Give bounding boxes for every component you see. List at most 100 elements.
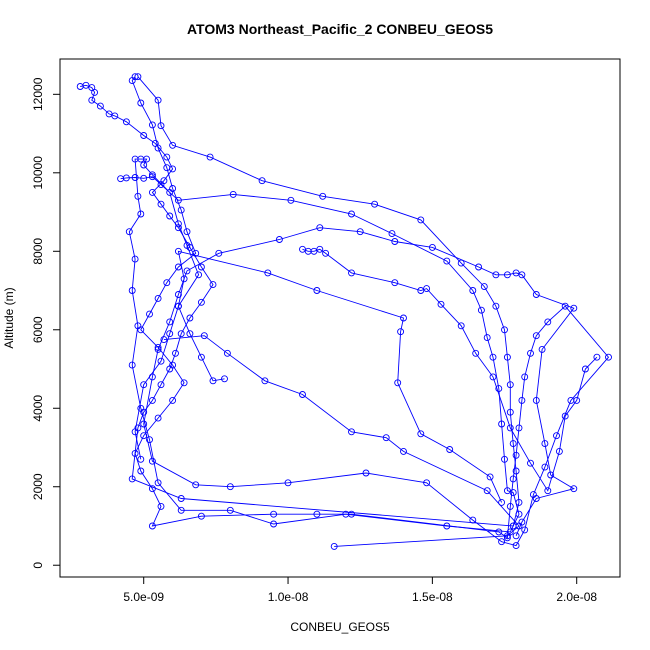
data-point bbox=[270, 520, 278, 528]
data-point bbox=[501, 326, 508, 334]
data-point bbox=[322, 249, 330, 257]
data-point bbox=[443, 257, 451, 265]
y-tick-label: 4000 bbox=[31, 395, 45, 422]
data-point bbox=[140, 381, 148, 389]
data-point bbox=[518, 396, 526, 404]
data-point bbox=[544, 318, 552, 326]
y-axis-label: Altitude (m) bbox=[2, 287, 16, 348]
data-point bbox=[501, 455, 508, 463]
series-line bbox=[302, 248, 598, 492]
data-point bbox=[489, 373, 497, 381]
x-tick-label: 2.0e-08 bbox=[556, 590, 597, 604]
series-line bbox=[80, 76, 520, 527]
data-point bbox=[581, 365, 589, 373]
data-point bbox=[157, 381, 165, 389]
data-point bbox=[166, 330, 174, 338]
data-point bbox=[209, 281, 217, 289]
data-point bbox=[174, 196, 182, 204]
data-point bbox=[122, 174, 130, 182]
data-point bbox=[498, 538, 506, 546]
data-point bbox=[348, 210, 355, 218]
data-point bbox=[417, 430, 425, 438]
data-point bbox=[197, 353, 205, 361]
data-point bbox=[483, 487, 491, 495]
data-series bbox=[160, 332, 523, 550]
data-point bbox=[527, 459, 534, 467]
data-point bbox=[483, 334, 491, 342]
data-point bbox=[128, 77, 136, 85]
x-axis-label: CONBEU_GEOS5 bbox=[290, 620, 390, 634]
data-point bbox=[131, 174, 139, 181]
data-point bbox=[177, 330, 185, 338]
data-point bbox=[371, 200, 379, 208]
data-point bbox=[261, 377, 269, 385]
data-point bbox=[570, 485, 578, 493]
data-point bbox=[169, 141, 177, 149]
data-point bbox=[134, 73, 142, 81]
data-point bbox=[512, 467, 520, 475]
data-point bbox=[287, 196, 295, 204]
data-point bbox=[521, 526, 529, 534]
data-point bbox=[169, 396, 177, 404]
data-point bbox=[544, 487, 552, 495]
data-series bbox=[117, 155, 523, 536]
series-line bbox=[120, 158, 520, 533]
data-point bbox=[316, 245, 324, 253]
data-point bbox=[397, 328, 405, 336]
data-point bbox=[111, 112, 119, 120]
data-point bbox=[348, 428, 355, 436]
data-point bbox=[88, 96, 96, 104]
data-point bbox=[428, 243, 436, 251]
data-point bbox=[532, 291, 540, 298]
data-point bbox=[503, 532, 511, 540]
data-point bbox=[400, 314, 407, 322]
data-point bbox=[134, 322, 142, 330]
data-point bbox=[503, 534, 511, 542]
data-point bbox=[163, 279, 171, 287]
data-point bbox=[174, 247, 182, 255]
data-point bbox=[229, 190, 237, 198]
data-point bbox=[180, 275, 188, 283]
data-point bbox=[148, 396, 156, 404]
data-point bbox=[140, 161, 148, 169]
data-point bbox=[197, 512, 205, 520]
data-point bbox=[446, 446, 454, 453]
data-point bbox=[157, 200, 165, 208]
data-point bbox=[417, 216, 425, 224]
data-point bbox=[316, 224, 324, 232]
data-point bbox=[555, 447, 563, 455]
data-point bbox=[506, 424, 514, 432]
data-point bbox=[532, 396, 540, 404]
data-point bbox=[140, 432, 148, 440]
data-point bbox=[137, 210, 145, 218]
data-point bbox=[532, 332, 540, 340]
data-point bbox=[284, 479, 292, 487]
y-tick-label: 10000 bbox=[31, 156, 45, 190]
data-point bbox=[313, 287, 321, 294]
data-point bbox=[391, 279, 399, 287]
data-point bbox=[128, 361, 136, 369]
data-point bbox=[128, 287, 136, 294]
data-point bbox=[561, 302, 569, 310]
data-point bbox=[148, 121, 156, 129]
data-point bbox=[148, 188, 156, 196]
data-point bbox=[521, 373, 529, 381]
data-point bbox=[498, 420, 506, 428]
data-point bbox=[532, 495, 540, 502]
data-point bbox=[146, 310, 153, 318]
data-point bbox=[226, 483, 234, 491]
data-point bbox=[146, 436, 153, 444]
chart-title: ATOM3 Northeast_Pacific_2 CONBEU_GEOS5 bbox=[187, 21, 493, 37]
series-layer bbox=[76, 73, 612, 550]
data-point bbox=[503, 271, 511, 279]
y-tick-label: 8000 bbox=[31, 238, 45, 265]
data-point bbox=[209, 377, 217, 385]
x-tick-label: 1.5e-08 bbox=[412, 590, 453, 604]
data-point bbox=[186, 314, 194, 322]
data-point bbox=[593, 353, 601, 361]
data-point bbox=[570, 304, 578, 312]
data-point bbox=[457, 322, 465, 330]
data-point bbox=[264, 269, 272, 277]
